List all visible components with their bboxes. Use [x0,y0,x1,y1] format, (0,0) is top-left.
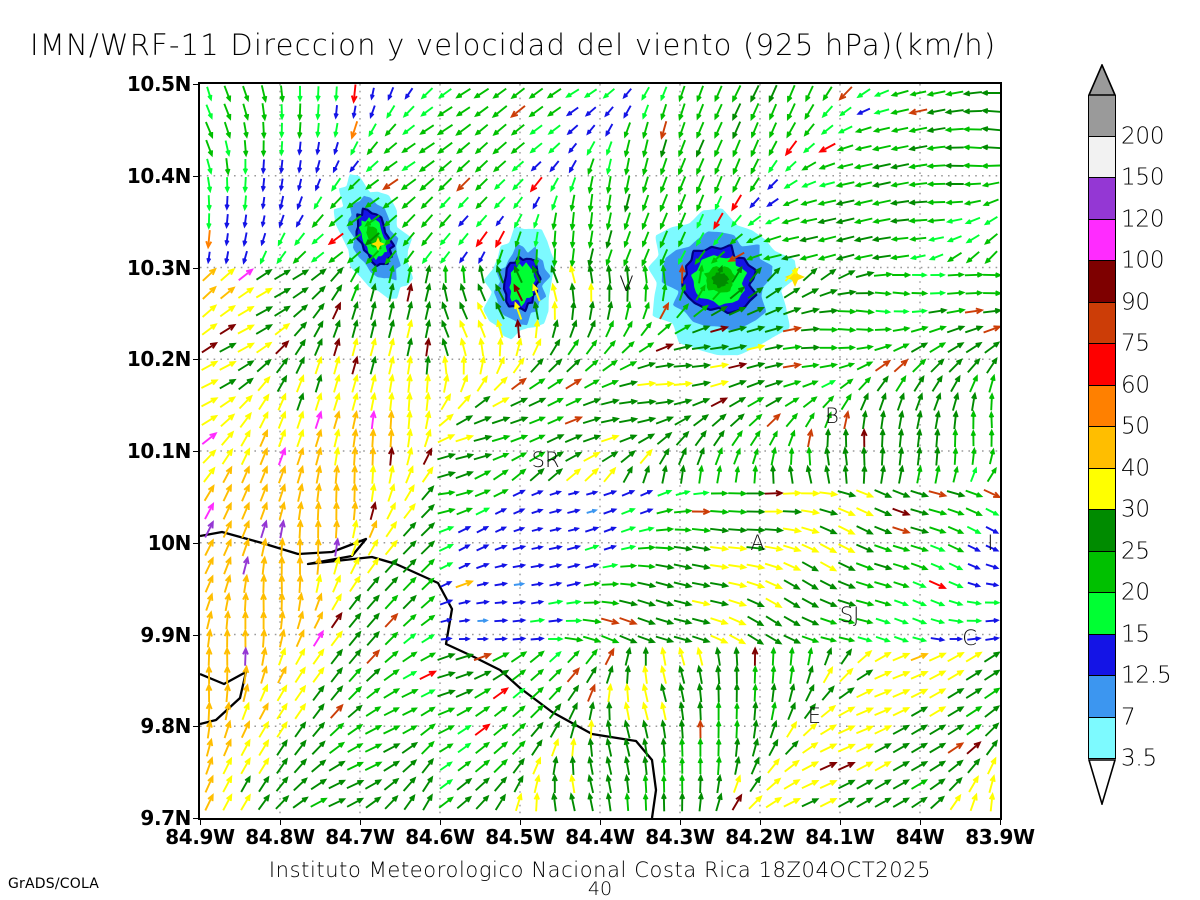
colorbar-label: 3.5 [1121,745,1157,772]
x-axis-label: 84.2W [725,825,795,849]
y-axis-label: 10.3N [126,255,191,280]
x-tick [600,818,601,825]
y-tick [193,267,200,269]
software-credit: GrADS/COLA [8,876,100,892]
colorbar-segment[interactable] [1088,468,1116,510]
colorbar-segment[interactable] [1088,551,1116,593]
colorbar-segment[interactable] [1088,634,1116,676]
colorbar-label: 15 [1121,620,1150,647]
x-tick [920,818,921,825]
city-label-i: I [987,531,994,556]
page-number: 40 [587,878,613,900]
colorbar-segment[interactable] [1088,427,1116,469]
colorbar-underflow-arrow [1087,759,1117,809]
x-axis-label: 84.3W [645,825,715,849]
x-tick [1000,818,1001,825]
y-tick [193,175,200,177]
wind-map-plot[interactable]: 84.9W 84.8W 84.7W 84.6W 84.5W 84.4W 84.3W 84.2W… [127,72,1035,849]
y-axis-label: 9.9N [140,622,191,647]
y-axis-label: 10.1N [126,439,191,463]
y-tick [193,451,200,452]
colorbar-segment[interactable] [1088,593,1116,635]
y-tick [193,542,200,544]
x-tick [440,818,441,825]
x-tick [520,818,521,825]
colorbar-segment[interactable] [1088,261,1116,303]
y-axis-label: 10.4N [126,163,191,188]
city-label-sr: SR [531,447,560,472]
colorbar-label: 150 [1121,164,1165,191]
x-tick [200,818,201,825]
city-label-v: V [619,271,634,296]
colorbar-segment[interactable] [1088,136,1116,178]
colorbar-label: 7 [1121,703,1136,730]
x-axis-label: 84W [895,825,945,849]
wind-field-vectors [200,84,1000,818]
y-axis-label: 10N [147,530,192,555]
x-axis-label: 83.9W [965,825,1035,849]
colorbar-label: 120 [1121,205,1165,232]
x-axis-label: 84.7W [325,825,395,849]
y-tick [193,634,200,636]
colorbar-segment[interactable] [1088,676,1116,718]
city-label-c: C [962,626,977,651]
colorbar-segment[interactable] [1088,717,1116,759]
x-tick [360,818,361,825]
colorbar-label: 40 [1121,454,1150,481]
colorbar-label: 30 [1121,496,1150,523]
y-axis-label: 10.2N [126,347,191,372]
page-title: IMN/WRF-11 Direccion y velocidad del vie… [30,28,997,62]
colorbar-label: 60 [1121,371,1150,398]
colorbar-label: 50 [1121,413,1150,440]
wind-map-canvas [200,84,1000,818]
colorbar-label: 12.5 [1121,662,1172,689]
x-tick [680,818,681,825]
y-axis-label: 10.5N [126,72,191,96]
city-label-sj: SJ [839,602,860,627]
x-axis-label: 84.5W [485,825,555,849]
x-tick [280,818,281,825]
colorbar-overflow-arrow [1087,62,1117,100]
x-tick [840,818,841,825]
x-axis-label: 84.4W [565,825,635,849]
colorbar-segment[interactable] [1088,510,1116,552]
colorbar-segment[interactable] [1088,178,1116,220]
x-tick [760,818,761,825]
colorbar-label: 200 [1121,122,1165,149]
y-tick [193,84,200,85]
city-label-e: E [807,703,822,728]
colorbar-label: 20 [1121,579,1150,606]
colorbar-label: 100 [1121,247,1165,274]
x-axis-label: 84.8W [245,825,315,849]
colorbar-segment[interactable] [1088,344,1116,386]
x-axis-label: 84.9W [165,825,235,849]
y-tick [193,818,200,819]
city-label-b: B [825,403,839,428]
x-axis-label: 84.1W [805,825,875,849]
colorbar[interactable]: 200 150 120 100 90 75 60 50 40 30 25 20 15 12.5 7 3.5 [1087,62,1172,807]
colorbar-segment[interactable] [1088,385,1116,427]
x-axis-label: 84.6W [405,825,475,849]
colorbar-label: 25 [1121,537,1150,564]
colorbar-segment[interactable] [1088,302,1116,344]
city-label-a: A [750,531,765,556]
footer-credit: Instituto Meteorologico Nacional Costa R… [268,858,932,882]
y-axis-label: 9.7N [140,806,191,830]
colorbar-segment[interactable] [1088,95,1116,137]
y-axis-label: 9.8N [140,714,191,739]
colorbar-label: 75 [1121,330,1150,357]
colorbar-segment[interactable] [1088,219,1116,261]
y-tick [193,726,200,728]
colorbar-label: 90 [1121,288,1150,315]
y-tick [193,359,200,361]
